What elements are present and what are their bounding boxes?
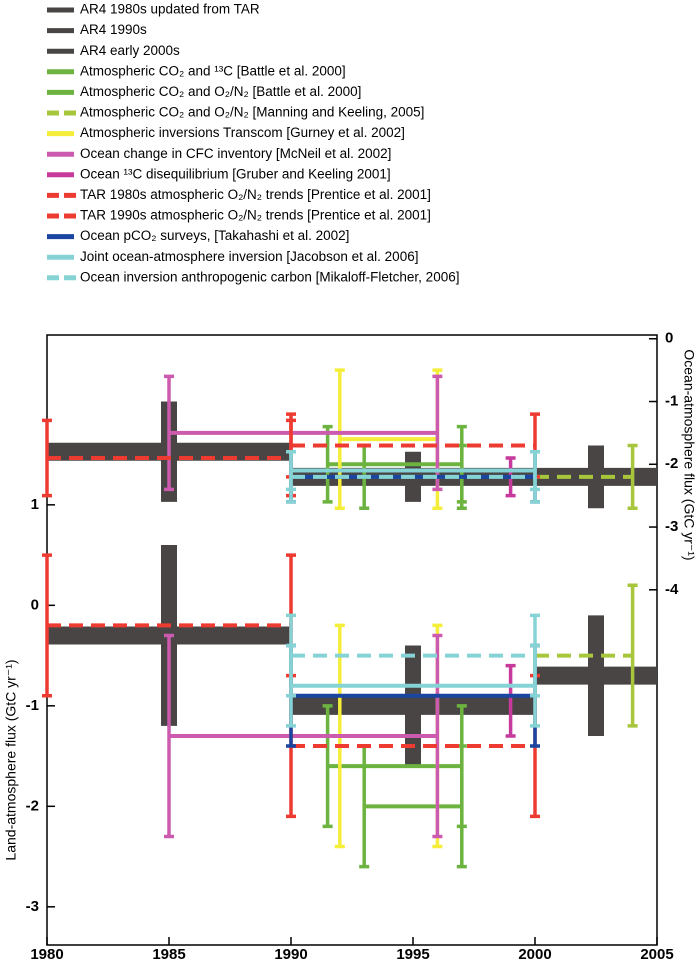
y2-tick-label: 0 bbox=[665, 330, 673, 347]
legend-label: TAR 1980s atmospheric O₂/N₂ trends [Pren… bbox=[80, 187, 431, 202]
error-bar bbox=[164, 374, 174, 492]
error-bar bbox=[530, 613, 540, 698]
legend-label: Joint ocean-atmosphere inversion [Jacobs… bbox=[80, 249, 418, 264]
error-bar bbox=[530, 449, 540, 504]
error-bar bbox=[334, 368, 345, 510]
legend-label: Ocean inversion anthropogenic carbon [Mi… bbox=[80, 269, 459, 284]
legend-label: Ocean pCO₂ surveys, [Takahashi et al. 20… bbox=[80, 228, 349, 243]
legend-label: Ocean ¹³C disequilibrium [Gruber and Kee… bbox=[80, 166, 391, 181]
x-tick-label: 1990 bbox=[274, 946, 307, 962]
legend-label: AR4 1980s updated from TAR bbox=[80, 2, 260, 17]
x-tick-label: 1985 bbox=[152, 946, 185, 962]
error-bar bbox=[164, 633, 174, 839]
x-tick-label: 1995 bbox=[396, 946, 429, 962]
error-bar bbox=[286, 449, 296, 504]
legend-label: Ocean change in CFC inventory [McNeil et… bbox=[80, 146, 391, 161]
error-bar bbox=[588, 445, 604, 509]
legend-label: Atmospheric CO₂ and ¹³C [Battle et al. 2… bbox=[80, 63, 346, 78]
error-bar bbox=[42, 553, 52, 698]
legend-label: Atmospheric inversions Transcom [Gurney … bbox=[80, 125, 405, 140]
error-bar bbox=[627, 443, 638, 510]
y-tick-label: -1 bbox=[26, 697, 39, 714]
error-bar bbox=[505, 663, 516, 738]
x-tick-label: 1980 bbox=[30, 946, 63, 962]
y2-axis-title: Ocean-atmosphere flux (GtC yr⁻¹) bbox=[681, 349, 697, 560]
error-bar bbox=[588, 615, 604, 736]
y2-tick-label: -1 bbox=[665, 392, 678, 409]
y2-tick-label: -3 bbox=[665, 518, 678, 535]
y-tick-label: 0 bbox=[31, 596, 39, 613]
error-bar bbox=[432, 633, 443, 839]
legend-label: AR4 early 2000s bbox=[80, 43, 180, 58]
error-bar bbox=[42, 418, 52, 498]
legend-label: AR4 1990s bbox=[80, 22, 147, 37]
error-bar bbox=[322, 704, 333, 829]
error-bar bbox=[322, 424, 333, 504]
legend-label: TAR 1990s atmospheric O₂/N₂ trends [Pren… bbox=[80, 208, 431, 223]
y2-tick-label: -4 bbox=[665, 581, 679, 598]
error-bar bbox=[405, 645, 421, 767]
x-tick-label: 2000 bbox=[518, 946, 551, 962]
error-bar bbox=[286, 613, 296, 698]
error-bar bbox=[627, 583, 638, 728]
y-tick-label: -2 bbox=[26, 797, 39, 814]
y-axis-title: Land-atmosphere flux (GtC yr⁻¹) bbox=[3, 659, 19, 860]
y-tick-label: -3 bbox=[26, 898, 39, 915]
y2-tick-label: -2 bbox=[665, 455, 678, 472]
legend-label: Atmospheric CO₂ and O₂/N₂ [Battle et al.… bbox=[80, 84, 361, 99]
legend-label: Atmospheric CO₂ and O₂/N₂ [Manning and K… bbox=[80, 105, 424, 120]
y-tick-label: 1 bbox=[31, 496, 39, 513]
x-tick-label: 2005 bbox=[640, 946, 673, 962]
